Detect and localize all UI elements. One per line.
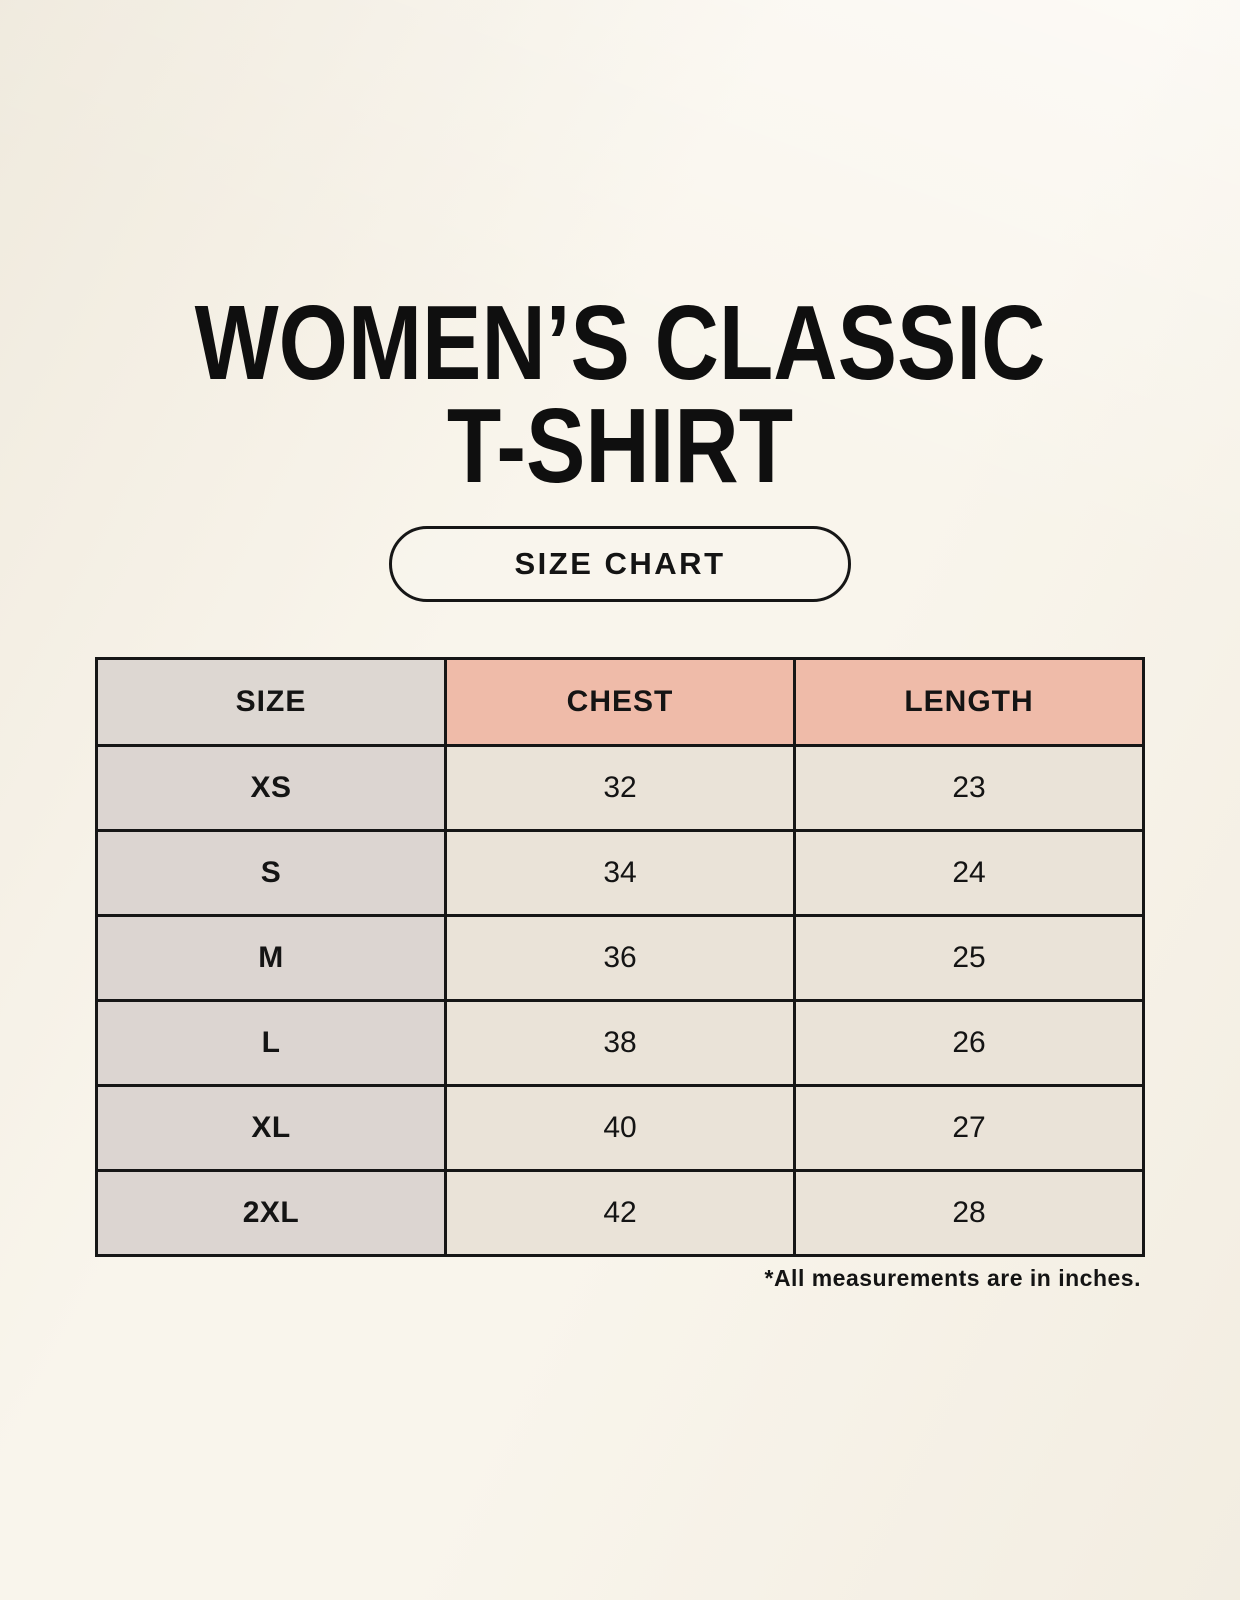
chest-cell: 40 bbox=[444, 1083, 796, 1172]
size-cell: XL bbox=[95, 1083, 447, 1172]
column-header-chest: CHEST bbox=[444, 656, 796, 747]
table-row: L 38 26 bbox=[95, 998, 1145, 1087]
size-cell: L bbox=[95, 998, 447, 1087]
page-title-line2: T-SHIRT bbox=[446, 386, 794, 505]
length-cell: 28 bbox=[793, 1168, 1145, 1257]
length-cell: 24 bbox=[793, 828, 1145, 917]
chest-cell: 36 bbox=[444, 913, 796, 1002]
length-cell: 25 bbox=[793, 913, 1145, 1002]
size-cell: M bbox=[95, 913, 447, 1002]
length-cell: 23 bbox=[793, 743, 1145, 832]
size-cell: 2XL bbox=[95, 1168, 447, 1257]
length-cell: 27 bbox=[793, 1083, 1145, 1172]
column-header-size: SIZE bbox=[95, 656, 447, 747]
size-cell: S bbox=[95, 828, 447, 917]
column-header-length: LENGTH bbox=[793, 656, 1145, 747]
size-chart-button-label: SIZE CHART bbox=[514, 545, 726, 581]
table-row: S 34 24 bbox=[95, 828, 1145, 917]
table-row: M 36 25 bbox=[95, 913, 1145, 1002]
chest-cell: 34 bbox=[444, 828, 796, 917]
measurements-footnote: *All measurements are in inches. bbox=[764, 1264, 1141, 1291]
table-row: XS 32 23 bbox=[95, 743, 1145, 832]
chest-cell: 32 bbox=[444, 743, 796, 832]
size-cell: XS bbox=[95, 743, 447, 832]
page-title: WOMEN’S CLASSIC T-SHIRT bbox=[99, 284, 1141, 505]
size-chart-table: SIZE CHEST LENGTH XS 32 23 S 34 24 M 36 … bbox=[95, 656, 1145, 1257]
size-chart-button[interactable]: SIZE CHART bbox=[389, 525, 851, 602]
chest-cell: 42 bbox=[444, 1168, 796, 1257]
page-title-line1: WOMEN’S CLASSIC bbox=[194, 284, 1046, 402]
length-cell: 26 bbox=[793, 998, 1145, 1087]
table-row: 2XL 42 28 bbox=[95, 1168, 1145, 1257]
table-header-row: SIZE CHEST LENGTH bbox=[95, 656, 1145, 747]
chest-cell: 38 bbox=[444, 998, 796, 1087]
table-row: XL 40 27 bbox=[95, 1083, 1145, 1172]
